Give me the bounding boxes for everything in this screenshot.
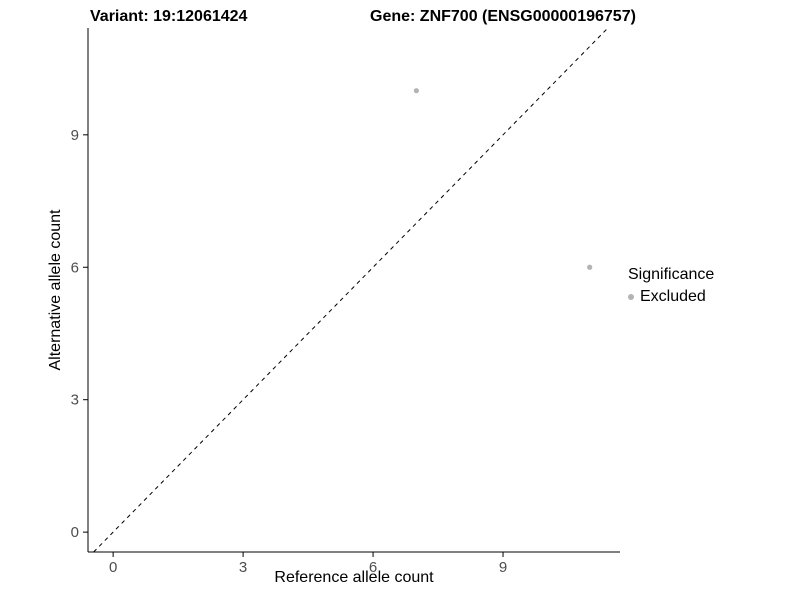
data-point [413, 88, 419, 94]
y-tick-label: 6 [71, 259, 79, 276]
x-tick-label: 0 [109, 559, 117, 576]
x-tick-label: 6 [369, 559, 377, 576]
legend: Significance Excluded [628, 266, 714, 306]
y-tick-label: 3 [71, 392, 79, 409]
x-tick-label: 9 [499, 559, 507, 576]
legend-title: Significance [628, 266, 715, 283]
plot-title-variant: Variant: 19:12061424 [90, 8, 248, 25]
plot-title-gene: Gene: ZNF700 (ENSG00000196757) [370, 8, 636, 25]
y-axis-title: Alternative allele count [47, 209, 64, 371]
y-tick-label: 0 [71, 524, 79, 541]
legend-entry-label: Excluded [640, 288, 706, 305]
data-point [587, 264, 593, 270]
legend-entry-excluded: Excluded [628, 288, 714, 306]
identity-line [93, 27, 609, 553]
x-axis-title: Reference allele count [274, 569, 434, 586]
y-tick-label: 9 [71, 127, 79, 144]
x-tick-label: 3 [239, 559, 247, 576]
legend-dot-icon [628, 294, 634, 300]
